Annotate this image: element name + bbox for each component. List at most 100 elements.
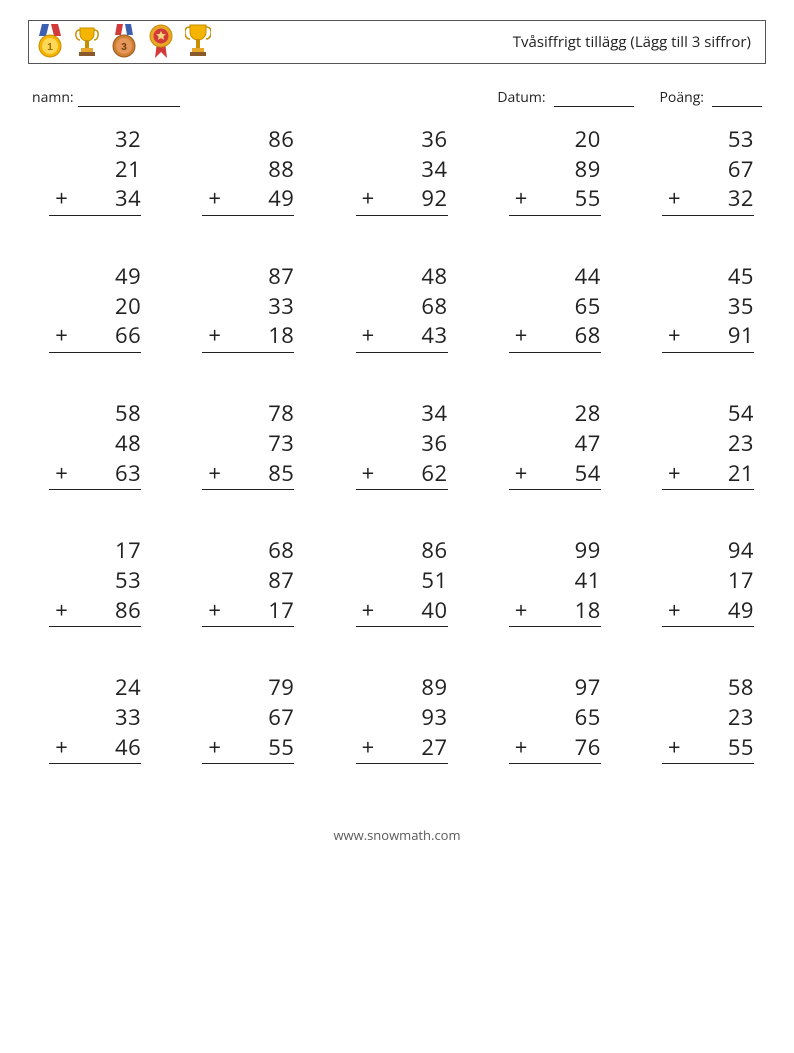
operand: 67 (202, 703, 294, 733)
operand-last: +43 (356, 321, 448, 353)
problem: 4465+68 (509, 262, 601, 353)
award-ribbon-icon (149, 24, 173, 63)
problem: 8651+40 (356, 536, 448, 627)
operand: 91 (728, 321, 754, 351)
operand: 49 (268, 184, 294, 214)
operand: 92 (421, 184, 447, 214)
operand: 49 (49, 262, 141, 292)
operand: 76 (575, 733, 601, 763)
operand: 63 (115, 459, 141, 489)
operand: 34 (356, 155, 448, 185)
operand: 21 (49, 155, 141, 185)
operand: 28 (509, 399, 601, 429)
operand: 55 (728, 733, 754, 763)
svg-text:1: 1 (47, 42, 53, 53)
operand: 48 (49, 429, 141, 459)
operand: 49 (728, 596, 754, 626)
problem: 3221+34 (49, 125, 141, 216)
operand: 18 (575, 596, 601, 626)
operand: 58 (49, 399, 141, 429)
problem: 5848+63 (49, 399, 141, 490)
name-blank (78, 92, 180, 107)
operand: 46 (115, 733, 141, 763)
operand: 86 (356, 536, 448, 566)
problem: 7873+85 (202, 399, 294, 490)
operand: 54 (662, 399, 754, 429)
operand: 24 (49, 673, 141, 703)
operand: 89 (356, 673, 448, 703)
operand: 33 (202, 292, 294, 322)
header-box: 1 (28, 20, 766, 64)
operand: 55 (268, 733, 294, 763)
operand: 33 (49, 703, 141, 733)
operand-last: +62 (356, 459, 448, 491)
gold-medal-icon: 1 (37, 24, 63, 63)
operand: 53 (49, 566, 141, 596)
operand-last: +27 (356, 733, 448, 765)
operator: + (662, 184, 681, 214)
operand: 27 (421, 733, 447, 763)
operator: + (509, 459, 528, 489)
operand-last: +49 (662, 596, 754, 628)
operand: 18 (268, 321, 294, 351)
operand-last: +18 (202, 321, 294, 353)
operand-last: +40 (356, 596, 448, 628)
operand-last: +66 (49, 321, 141, 353)
operand: 55 (575, 184, 601, 214)
operand: 20 (49, 292, 141, 322)
problem: 7967+55 (202, 673, 294, 764)
problem: 9941+18 (509, 536, 601, 627)
operator: + (662, 596, 681, 626)
operator: + (202, 321, 221, 351)
award-icons: 1 (37, 22, 211, 63)
operand: 94 (662, 536, 754, 566)
operator: + (509, 596, 528, 626)
problem: 1753+86 (49, 536, 141, 627)
operand-last: +85 (202, 459, 294, 491)
silver-trophy-icon (75, 24, 99, 63)
operand: 45 (662, 262, 754, 292)
operator: + (49, 596, 68, 626)
problem: 2433+46 (49, 673, 141, 764)
operator: + (202, 596, 221, 626)
operator: + (356, 459, 375, 489)
operand: 68 (356, 292, 448, 322)
operand: 47 (509, 429, 601, 459)
problem: 3436+62 (356, 399, 448, 490)
operand-last: +92 (356, 184, 448, 216)
operator: + (202, 733, 221, 763)
operand: 43 (421, 321, 447, 351)
operator: + (662, 321, 681, 351)
operand: 51 (356, 566, 448, 596)
operand: 97 (509, 673, 601, 703)
operator: + (49, 733, 68, 763)
problem: 2847+54 (509, 399, 601, 490)
operator: + (509, 733, 528, 763)
operand: 17 (662, 566, 754, 596)
operand: 65 (509, 703, 601, 733)
operand: 40 (421, 596, 447, 626)
operand: 86 (115, 596, 141, 626)
operand: 36 (356, 125, 448, 155)
problem: 5423+21 (662, 399, 754, 490)
operand: 89 (509, 155, 601, 185)
footer-url: www.snowmath.com (28, 826, 766, 860)
operand: 86 (202, 125, 294, 155)
operand: 23 (662, 703, 754, 733)
operand: 34 (356, 399, 448, 429)
operand: 32 (728, 184, 754, 214)
operator: + (662, 459, 681, 489)
operand: 36 (356, 429, 448, 459)
operand: 67 (662, 155, 754, 185)
problem: 4535+91 (662, 262, 754, 353)
operand-last: +54 (509, 459, 601, 491)
operand: 53 (662, 125, 754, 155)
operand: 65 (509, 292, 601, 322)
name-label: namn: (32, 88, 74, 107)
operand: 66 (115, 321, 141, 351)
operand: 17 (49, 536, 141, 566)
problem: 3634+92 (356, 125, 448, 216)
worksheet-title: Tvåsiffrigt tillägg (Lägg till 3 siffror… (513, 32, 751, 52)
problem: 4920+66 (49, 262, 141, 353)
operator: + (202, 459, 221, 489)
